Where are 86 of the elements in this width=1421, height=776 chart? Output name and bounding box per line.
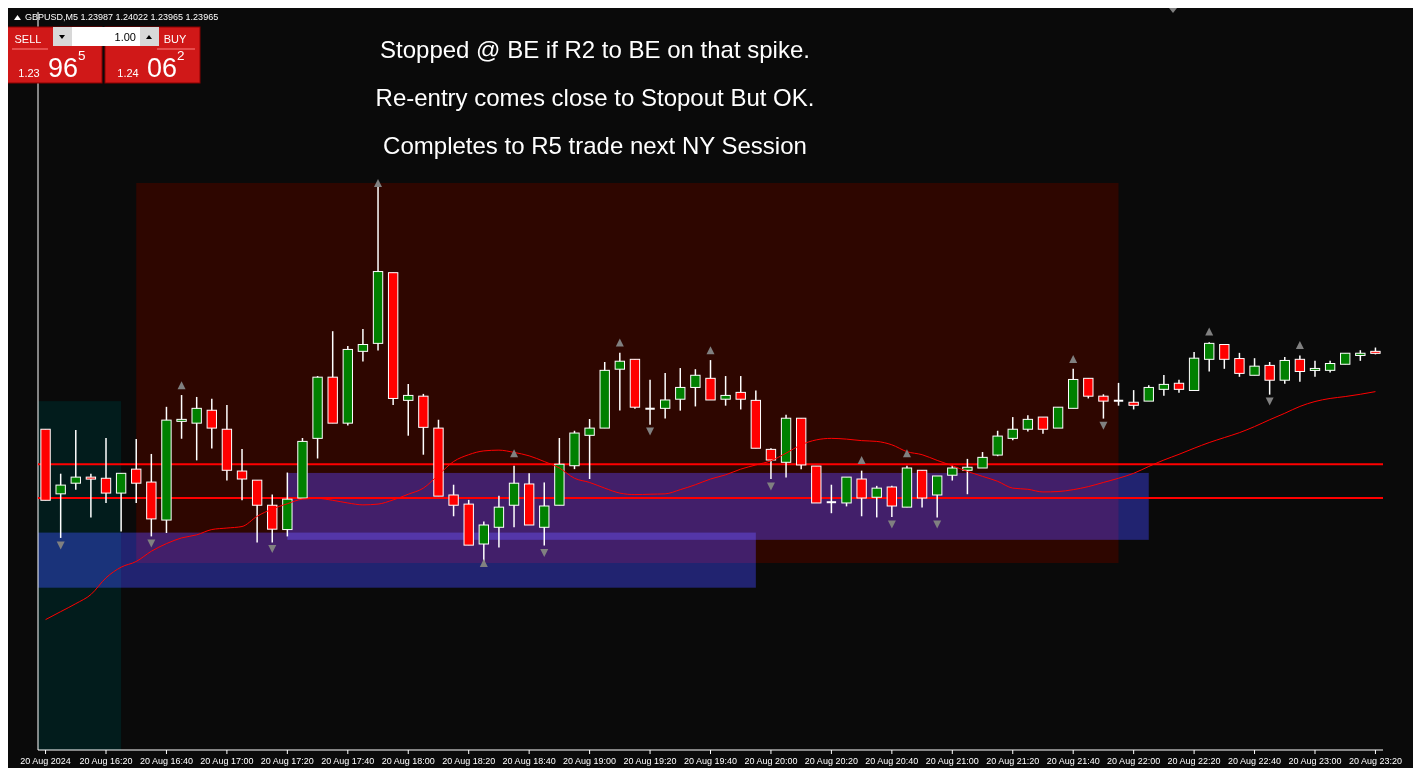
candlestick bbox=[1219, 343, 1230, 370]
candlestick bbox=[1279, 356, 1290, 385]
point bbox=[1099, 421, 1108, 430]
point bbox=[857, 456, 866, 465]
text: 1.23 bbox=[18, 67, 40, 79]
point bbox=[177, 381, 186, 390]
x-tick-label: 20 Aug 23:20 bbox=[1348, 756, 1402, 766]
candlestick bbox=[705, 359, 716, 401]
candlestick bbox=[659, 372, 671, 420]
candlestick bbox=[1113, 382, 1124, 407]
candlestick bbox=[720, 375, 731, 407]
x-tick-label: 20 Aug 20:20 bbox=[804, 756, 858, 766]
candlestick bbox=[645, 379, 655, 426]
candlestick bbox=[115, 472, 127, 533]
candlestick bbox=[357, 328, 369, 363]
candlestick bbox=[1052, 406, 1064, 429]
x-tick-label: 20 Aug 17:40 bbox=[321, 756, 375, 766]
candlestick bbox=[1264, 361, 1275, 396]
candlestick bbox=[962, 458, 973, 495]
text: 96$^{5}$ bbox=[48, 48, 86, 83]
candlestick bbox=[675, 367, 686, 412]
x-tick-label: 20 Aug 20:00 bbox=[744, 756, 798, 766]
point bbox=[479, 559, 488, 567]
x-tick-label: 20 Aug 22:20 bbox=[1167, 756, 1221, 766]
x-tick-label: 20 Aug 16:40 bbox=[139, 756, 193, 766]
x-tick-label: 20 Aug 19:40 bbox=[683, 756, 738, 766]
x-tick-label: 20 Aug 18:00 bbox=[381, 756, 435, 766]
candlestick bbox=[1234, 352, 1245, 378]
candlestick bbox=[1128, 389, 1139, 411]
candlestick bbox=[1158, 374, 1170, 397]
candlestick bbox=[493, 494, 505, 549]
point bbox=[540, 549, 549, 558]
point bbox=[1069, 354, 1078, 363]
x-tick-label: 20 Aug 22:40 bbox=[1228, 756, 1282, 766]
x-tick-label: 20 Aug 21:20 bbox=[986, 756, 1040, 766]
point bbox=[902, 449, 911, 458]
point bbox=[706, 346, 715, 355]
point bbox=[374, 179, 383, 187]
x-tick-label: 20 Aug 16:20 bbox=[79, 756, 133, 766]
x-tick-label: 20 Aug 22:00 bbox=[1107, 756, 1161, 766]
point bbox=[615, 338, 624, 347]
candlestick bbox=[614, 352, 626, 412]
text: 06$^{2}$ bbox=[147, 48, 185, 83]
point bbox=[1205, 327, 1214, 336]
candlestick bbox=[932, 475, 943, 519]
point bbox=[1295, 340, 1304, 349]
point bbox=[510, 449, 519, 458]
text: 1.24 bbox=[117, 67, 139, 79]
x-tick-label: 20 Aug 19:00 bbox=[563, 756, 617, 766]
candlestick bbox=[1007, 416, 1018, 442]
candlestick bbox=[584, 418, 595, 480]
candlestick bbox=[206, 398, 217, 450]
candlestick bbox=[508, 464, 520, 529]
candlestick bbox=[871, 485, 882, 519]
chart-title: GBPUSD,M5 1.23987 1.24022 1.23965 1.23965 bbox=[25, 12, 219, 22]
candlestick bbox=[1309, 360, 1321, 378]
candlestick bbox=[539, 481, 550, 547]
candlestick bbox=[826, 483, 837, 514]
candlestick bbox=[1204, 341, 1215, 373]
candlestick bbox=[1294, 354, 1306, 383]
candlestick bbox=[690, 368, 701, 408]
x-tick-label: 20 Aug 21:40 bbox=[1046, 756, 1100, 766]
candlestick bbox=[1098, 393, 1109, 420]
text: SELL bbox=[14, 33, 42, 45]
candlestick bbox=[735, 375, 746, 411]
candlestick bbox=[403, 383, 414, 437]
x-tick-label: 20 Aug 21:00 bbox=[925, 756, 979, 766]
x-tick-label: 20 Aug 17:20 bbox=[260, 756, 314, 766]
text: Re-entry comes close to Stopout But OK. bbox=[375, 84, 815, 111]
x-tick-label: 20 Aug 18:20 bbox=[442, 756, 496, 766]
candlestick bbox=[1083, 377, 1094, 400]
text: Stopped @ BE if R2 to BE on that spike. bbox=[380, 36, 810, 63]
x-tick-label: 20 Aug 17:00 bbox=[200, 756, 254, 766]
candlestick bbox=[176, 394, 187, 440]
text: Completes to R5 trade next NY Session bbox=[383, 132, 807, 159]
candlestick bbox=[191, 396, 202, 462]
x-tick-label: 20 Aug 18:40 bbox=[502, 756, 556, 766]
text: 1.00 bbox=[114, 31, 136, 43]
x-tick-label: 20 Aug 19:20 bbox=[623, 756, 677, 766]
x-tick-label: 20 Aug 2024 bbox=[20, 756, 71, 766]
x-tick-label: 20 Aug 23:00 bbox=[1288, 756, 1342, 766]
candlestick bbox=[992, 430, 1003, 457]
candlestick bbox=[55, 472, 66, 539]
text: BUY bbox=[163, 33, 187, 45]
candlestick bbox=[70, 429, 81, 491]
x-tick-label: 20 Aug 20:40 bbox=[865, 756, 919, 766]
